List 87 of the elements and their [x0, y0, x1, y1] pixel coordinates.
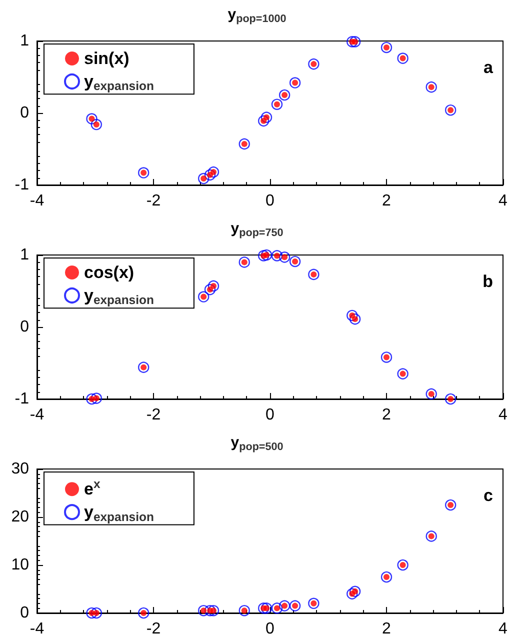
x-tick-label: -2 [146, 406, 161, 424]
point [289, 600, 301, 612]
x-tick-label: -4 [30, 192, 44, 210]
point [426, 388, 437, 400]
annotation: a [484, 58, 494, 77]
point [426, 81, 437, 93]
y-tick-label: 30 [11, 460, 30, 478]
point [208, 166, 220, 178]
point [289, 77, 301, 88]
legend-label: cos(x) [84, 263, 134, 282]
x-tick-label: 4 [498, 620, 508, 638]
point [278, 252, 290, 263]
annotation: b [482, 272, 494, 291]
point [204, 605, 216, 616]
point [138, 362, 150, 373]
point [380, 571, 392, 583]
x-tick-label: 4 [498, 192, 508, 210]
point [238, 256, 250, 268]
point [258, 250, 270, 262]
point [238, 138, 250, 150]
point [271, 602, 283, 614]
point [198, 172, 210, 184]
point [380, 42, 392, 54]
point [258, 115, 270, 127]
x-tick-label: 2 [382, 192, 392, 210]
point [198, 291, 210, 302]
point [86, 393, 98, 405]
y-tick-label: 10 [11, 556, 30, 574]
point [208, 605, 220, 616]
point [397, 52, 408, 64]
point [308, 268, 320, 280]
point [346, 36, 358, 48]
point [346, 310, 358, 322]
point [349, 313, 361, 325]
x-tick-label: -4 [30, 406, 44, 424]
point [278, 89, 290, 101]
point [90, 392, 102, 404]
point [444, 393, 456, 405]
y-tick-label: -1 [14, 176, 30, 194]
point [349, 36, 361, 48]
point [204, 284, 216, 296]
x-tick-label: 0 [266, 406, 275, 424]
y-tick-label: 0 [20, 604, 30, 622]
legend-label: sin(x) [84, 49, 130, 68]
point [278, 600, 290, 612]
point [138, 167, 150, 178]
x-tick-label: -4 [30, 620, 44, 638]
point [258, 602, 270, 614]
point [397, 368, 408, 380]
point [397, 559, 408, 571]
x-tick-label: 2 [382, 406, 392, 424]
y-tick-label: -1 [14, 390, 30, 408]
point [260, 602, 272, 614]
point [90, 118, 102, 130]
point [271, 98, 283, 110]
x-tick-label: 2 [382, 620, 392, 638]
point [86, 113, 98, 124]
y-tick-label: 1 [20, 32, 30, 50]
point [238, 605, 250, 616]
x-tick-label: -2 [146, 192, 161, 210]
point [198, 605, 210, 616]
point [260, 112, 272, 123]
x-tick-label: 4 [498, 406, 508, 424]
point [204, 169, 216, 181]
point [308, 598, 320, 609]
point [208, 280, 220, 292]
x-tick-label: 0 [266, 620, 275, 638]
y-tick-label: 0 [20, 104, 30, 122]
point [380, 352, 392, 363]
point [86, 607, 98, 619]
point [289, 256, 301, 268]
y-tick-label: 0 [20, 318, 30, 336]
point [138, 607, 150, 619]
point [444, 104, 456, 116]
y-tick-label: 1 [20, 246, 30, 264]
x-tick-label: -2 [146, 620, 161, 638]
point [444, 499, 456, 511]
annotation: c [484, 486, 494, 505]
point [260, 249, 272, 261]
point [90, 607, 102, 619]
y-tick-label: 20 [11, 508, 30, 526]
x-tick-label: 0 [266, 192, 275, 210]
point [346, 588, 358, 600]
point [308, 58, 320, 70]
point [349, 586, 361, 597]
point [426, 530, 437, 542]
point [271, 250, 283, 262]
